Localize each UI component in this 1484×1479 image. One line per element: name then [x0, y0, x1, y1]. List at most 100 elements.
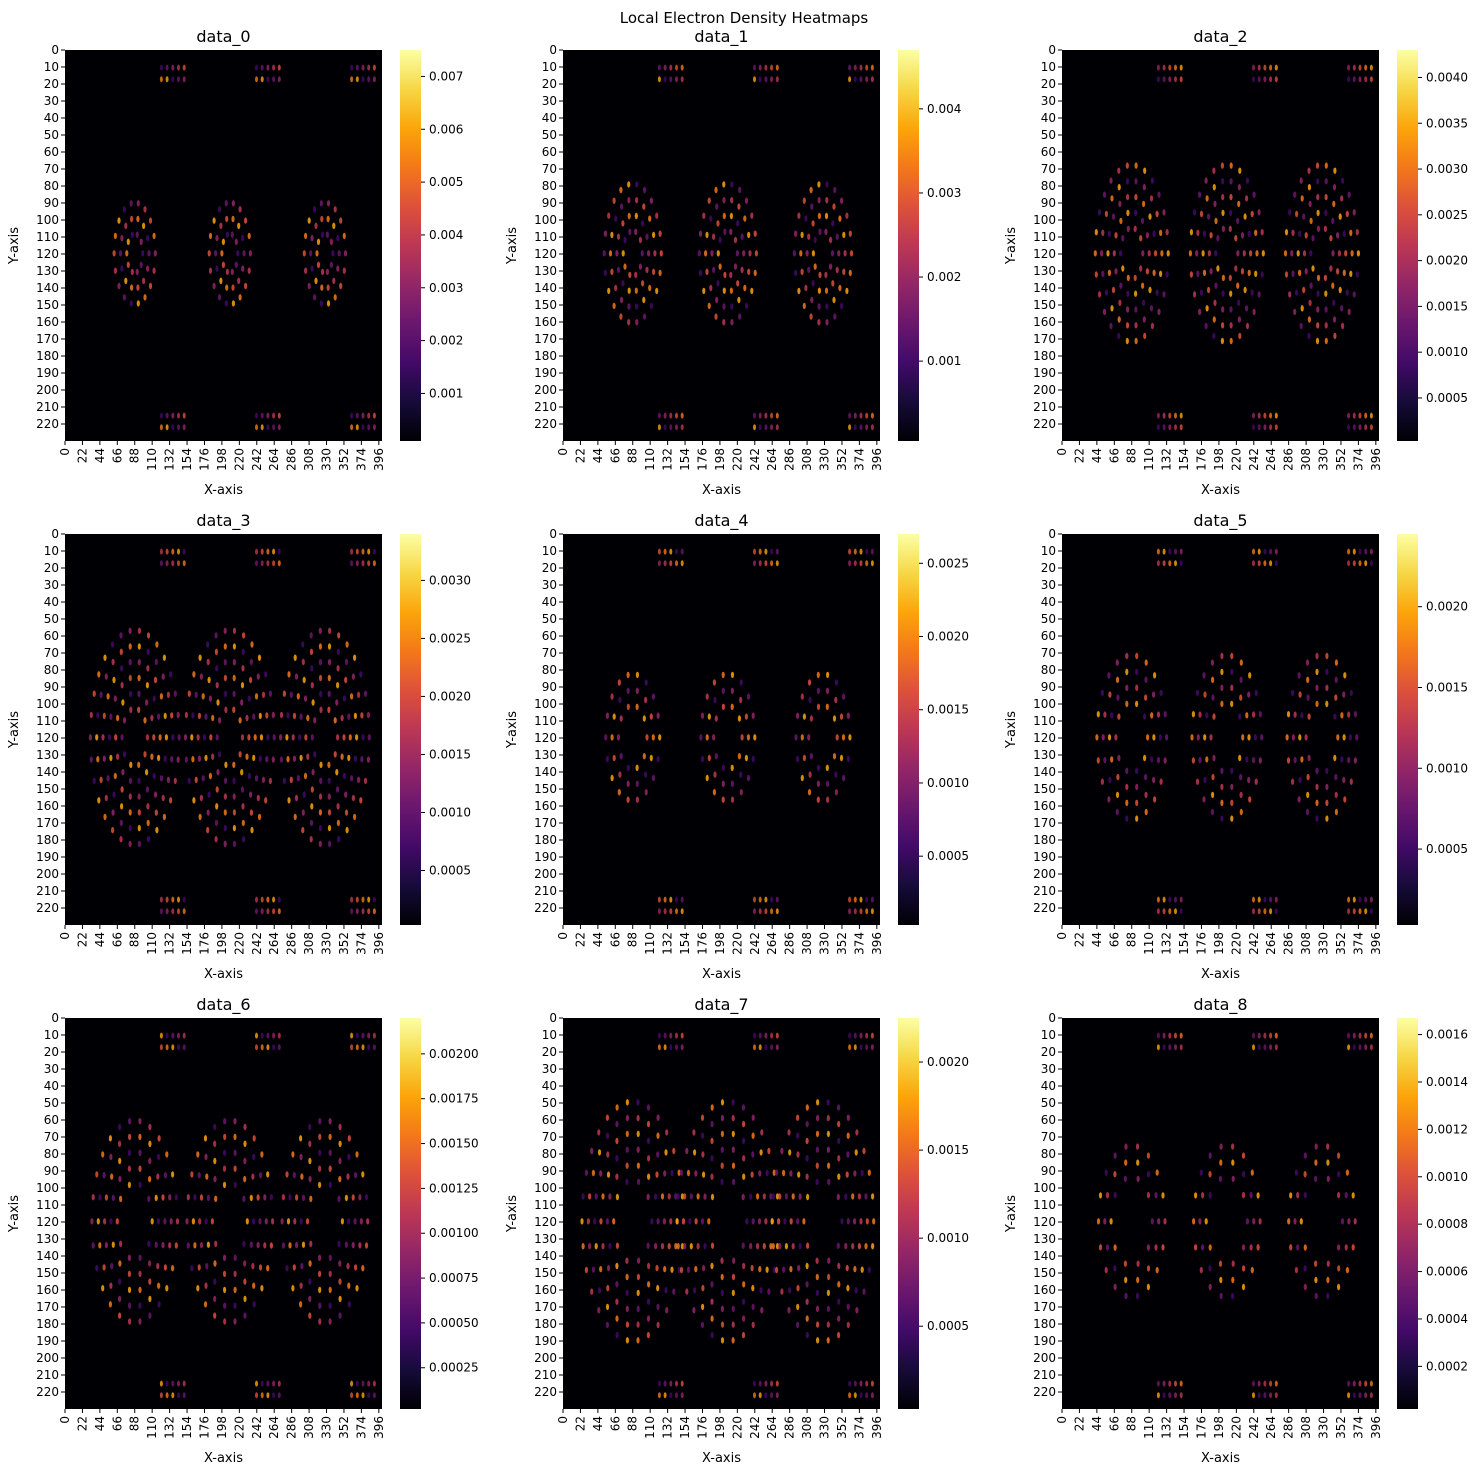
heatmap-cell: [223, 1302, 227, 1309]
heatmap-cell: [351, 1241, 355, 1249]
heatmap-cell: [231, 215, 235, 223]
heatmap-cell: [301, 658, 305, 666]
heatmap-cell: [853, 908, 857, 915]
heatmap-cell: [101, 1285, 105, 1292]
heatmap-cell: [198, 654, 202, 661]
heatmap-cell: [1347, 548, 1351, 555]
y-tick-label: 110: [1033, 1198, 1056, 1212]
heatmap-cell: [1116, 773, 1120, 781]
y-tick-label: 140: [534, 281, 557, 295]
heatmap-cell: [159, 896, 163, 903]
heatmap-cell: [1208, 1244, 1212, 1251]
heatmap-cell: [319, 706, 323, 713]
heatmap-cell: [223, 1286, 227, 1294]
heatmap-cell: [769, 1243, 773, 1250]
heatmap-cell: [113, 772, 117, 780]
heatmap-cell: [1094, 229, 1098, 236]
heatmap-cell: [104, 794, 108, 802]
heatmap-plot-area: [65, 1018, 382, 1409]
heatmap-cell: [219, 277, 223, 284]
heatmap-density-cells: [604, 548, 874, 915]
colorbar: [898, 534, 919, 925]
heatmap-cell: [1355, 271, 1359, 278]
heatmap-cell: [1347, 424, 1351, 431]
heatmap-cell: [656, 1303, 660, 1311]
colorbar-tick-label: 0.0015: [927, 703, 969, 717]
heatmap-cell: [742, 1137, 746, 1145]
heatmap-cell: [680, 1380, 684, 1387]
heatmap-cell: [1126, 193, 1130, 201]
heatmap-cell: [1353, 1218, 1357, 1225]
x-tick-label: 44: [591, 932, 605, 947]
heatmap-cell: [775, 1044, 779, 1051]
heatmap-cell: [722, 319, 726, 326]
heatmap-cell: [291, 734, 295, 741]
heatmap-cell: [657, 548, 661, 555]
heatmap-cell: [1248, 796, 1252, 803]
heatmap-cell: [251, 1173, 255, 1180]
heatmap-cell: [318, 1270, 322, 1278]
heatmap-cell: [119, 632, 123, 639]
heatmap-cell: [1347, 64, 1351, 71]
heatmap-cell: [1202, 230, 1207, 237]
heatmap-cell: [769, 1193, 773, 1200]
heatmap-cell: [177, 64, 180, 71]
heatmap-cell: [1315, 162, 1320, 169]
heatmap-cell: [1229, 193, 1233, 201]
heatmap-cell: [679, 1169, 684, 1176]
heatmap-cell: [129, 200, 133, 207]
heatmap-cell: [1208, 1283, 1212, 1291]
heatmap-cell: [117, 282, 121, 290]
heatmap-cell: [626, 780, 630, 787]
heatmap-cell: [1336, 268, 1340, 275]
heatmap-cell: [1123, 1260, 1127, 1267]
heatmap-cell: [770, 1380, 774, 1387]
heatmap-cell: [254, 693, 259, 700]
heatmap-cell: [128, 659, 132, 666]
heatmap-cell: [1219, 1276, 1223, 1284]
heatmap-cell: [641, 280, 645, 287]
colorbar-tick-label: 0.00150: [429, 1137, 479, 1151]
heatmap-cell: [1191, 711, 1195, 718]
heatmap-cell: [853, 1044, 857, 1051]
heatmap-cell: [625, 1162, 629, 1169]
heatmap-cell: [1188, 250, 1192, 257]
heatmap-cell: [675, 1032, 678, 1039]
heatmap-cell: [750, 212, 754, 219]
heatmap-cell: [759, 1149, 763, 1156]
heatmap-cell: [1314, 1292, 1318, 1300]
heatmap-cell: [367, 76, 371, 83]
heatmap-cell: [1174, 76, 1177, 83]
x-tick-label: 0: [1055, 448, 1069, 456]
heatmap-cell: [848, 1392, 852, 1399]
heatmap-cell: [607, 212, 611, 219]
heatmap-cell: [245, 1218, 249, 1225]
y-tick-label: 0: [51, 527, 59, 541]
heatmap-cell: [605, 1321, 610, 1329]
heatmap-cell: [110, 641, 115, 648]
y-tick-label: 80: [44, 1147, 59, 1161]
heatmap-cell: [137, 824, 141, 832]
heatmap-cell: [225, 231, 229, 238]
heatmap-cell: [1269, 548, 1273, 555]
heatmap-cell: [1174, 1044, 1177, 1051]
heatmap-cell: [1162, 1392, 1166, 1399]
heatmap-cell: [722, 212, 726, 220]
heatmap-cell: [669, 1032, 673, 1039]
heatmap-cell: [350, 64, 354, 71]
y-tick-label: 50: [44, 1096, 59, 1110]
heatmap-cell: [355, 734, 359, 741]
heatmap-cell: [1152, 269, 1156, 276]
heatmap-cell: [764, 1392, 768, 1399]
heatmap-cell: [1324, 209, 1328, 217]
heatmap-cell: [859, 1218, 863, 1225]
heatmap-density-cells: [90, 1032, 376, 1399]
heatmap-plot-area: [563, 534, 880, 925]
heatmap-cell: [1255, 250, 1259, 257]
heatmap-cell: [307, 217, 311, 224]
heatmap-cell: [355, 908, 359, 915]
heatmap-cell: [177, 1392, 180, 1399]
y-tick-label: 150: [36, 1266, 59, 1280]
heatmap-cell: [367, 548, 371, 555]
heatmap-cell: [859, 1392, 863, 1399]
